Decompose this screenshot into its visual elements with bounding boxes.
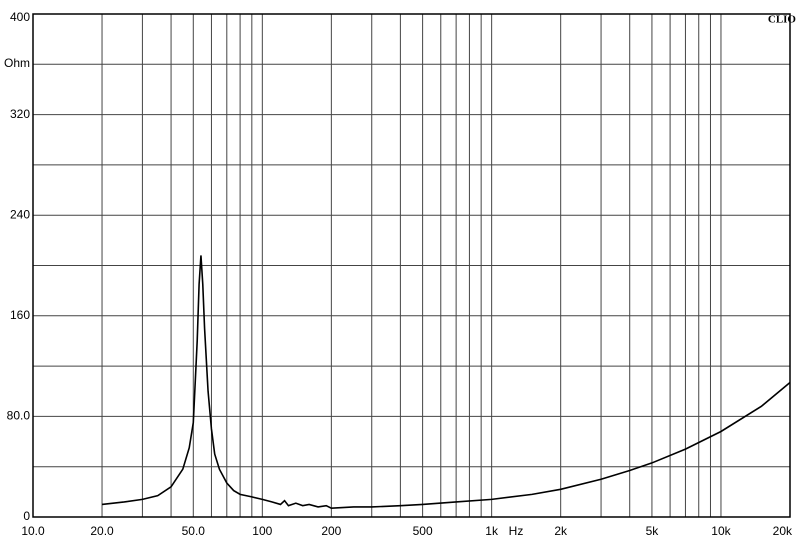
plot-frame xyxy=(32,13,791,518)
y-tick-label: 400 xyxy=(10,10,30,24)
x-tick-label: 20k xyxy=(773,524,793,538)
x-tick-label: 500 xyxy=(413,524,433,538)
x-tick-label: 10k xyxy=(711,524,731,538)
y-tick-label: 320 xyxy=(10,107,30,121)
x-axis-label: Hz xyxy=(509,524,524,538)
x-tick-label: 1k xyxy=(485,524,499,538)
y-tick-label: 0 xyxy=(23,509,30,523)
x-tick-label: 5k xyxy=(646,524,660,538)
y-tick-label: 240 xyxy=(10,207,30,221)
brand: CLIO xyxy=(768,14,797,26)
x-tick-label: 2k xyxy=(554,524,568,538)
x-tick-label: 10.0 xyxy=(21,524,45,538)
y-tick-label: 80.0 xyxy=(7,409,31,423)
x-tick-label: 100 xyxy=(252,524,272,538)
y-axis-label: Ohm xyxy=(4,56,30,70)
x-tick-label: 20.0 xyxy=(90,524,114,538)
x-tick-label: 50.0 xyxy=(182,524,206,538)
y-tick-label: 160 xyxy=(10,308,30,322)
impedance-line xyxy=(101,255,791,510)
x-tick-label: 200 xyxy=(321,524,341,538)
